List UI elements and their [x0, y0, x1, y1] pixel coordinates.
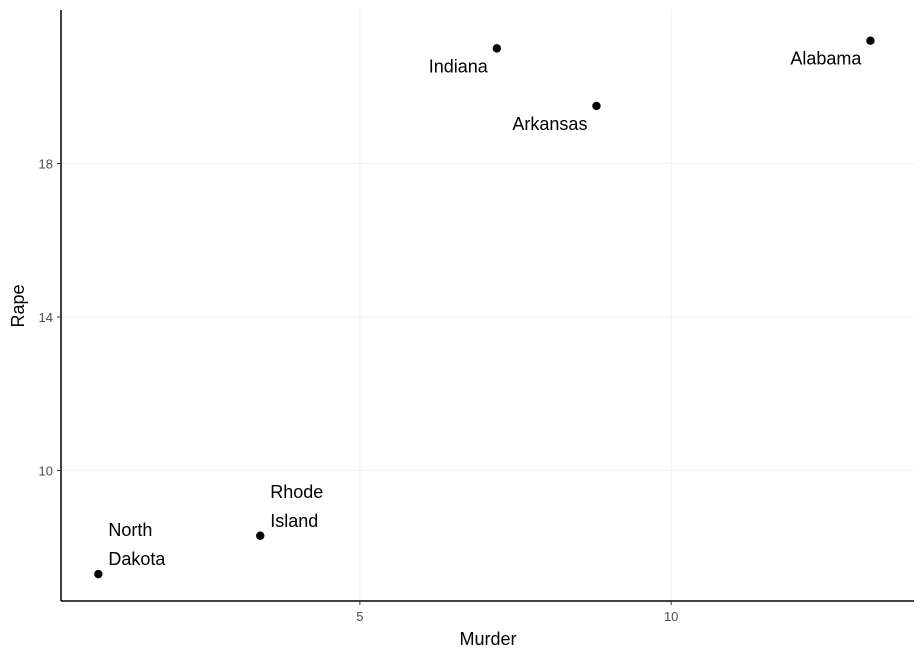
x-axis-title: Murder — [459, 629, 516, 649]
y-tick-label-14: 14 — [39, 310, 53, 325]
point-label-indiana: Indiana — [429, 56, 489, 76]
x-tick-label-5: 5 — [356, 609, 363, 624]
point-label-alabama: Alabama — [790, 49, 862, 69]
y-axis-title: Rape — [8, 284, 28, 327]
point-labels: Alabama Arkansas Indiana North Dakota Rhode Is… — [108, 49, 862, 569]
data-points — [94, 36, 875, 579]
data-point-alabama — [866, 36, 875, 45]
x-tick-label-10: 10 — [664, 609, 678, 624]
point-label-arkansas: Arkansas — [512, 114, 587, 134]
grid — [61, 10, 914, 601]
data-point-indiana — [492, 44, 502, 53]
data-point-north-dakota — [94, 569, 103, 579]
y-tick-label-10: 10 — [39, 464, 53, 479]
point-label-rhode-island: Rhode Island — [270, 482, 323, 531]
ticks: 5 10 10 14 18 — [39, 157, 679, 624]
point-label-north-dakota: North Dakota — [108, 520, 166, 569]
data-point-rhode-island — [256, 531, 265, 540]
data-point-arkansas — [592, 101, 601, 111]
axes — [60, 10, 914, 602]
y-tick-label-18: 18 — [39, 157, 53, 172]
